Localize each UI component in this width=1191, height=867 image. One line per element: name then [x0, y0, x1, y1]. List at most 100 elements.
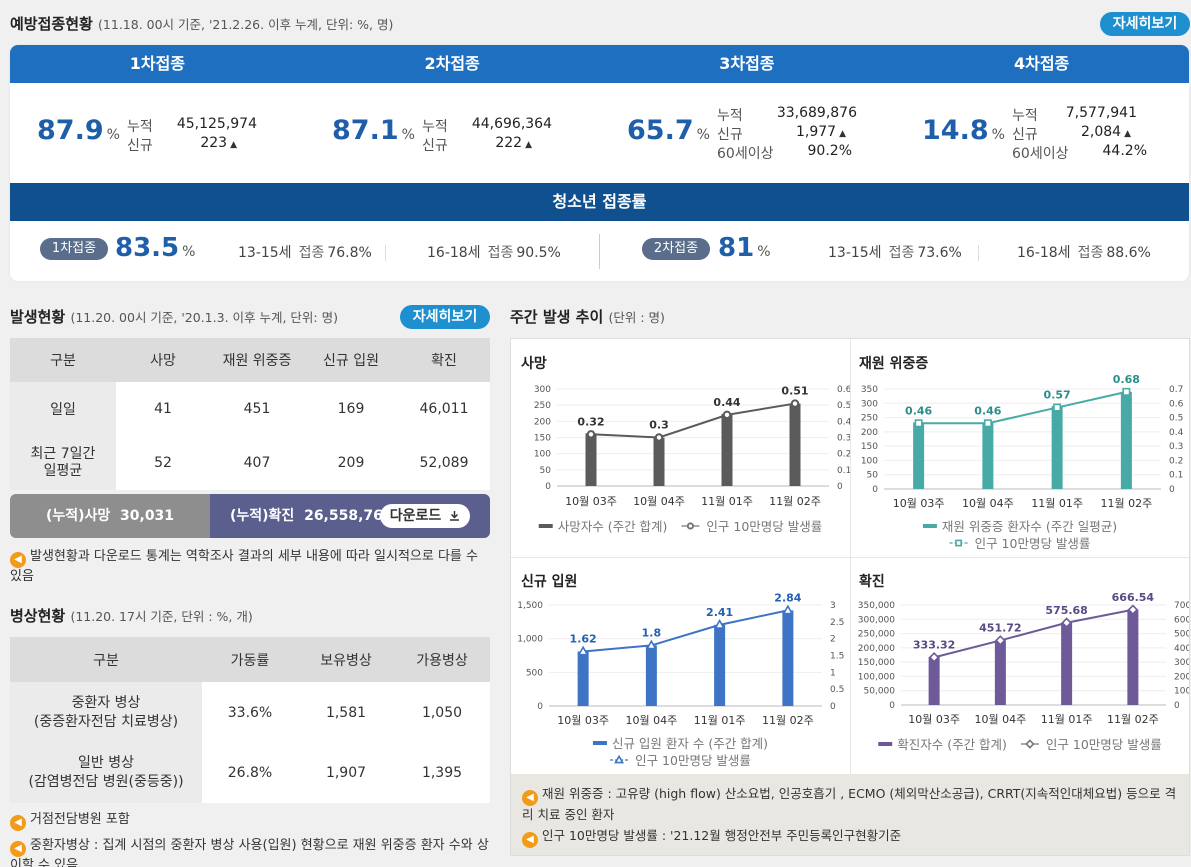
- data-label: 575.68: [1045, 604, 1087, 617]
- y-tick-right: 2: [830, 635, 836, 645]
- legend-label: 확진자수 (주간 합계): [897, 737, 1007, 752]
- y-tick-right: 0.7: [1169, 385, 1183, 395]
- table-cell: 1,395: [394, 743, 490, 803]
- series-line: [933, 608, 1134, 659]
- dose-3-pct: 65.7%: [627, 115, 710, 146]
- dose-2-card: 87.1% 누적 44,696,364 신규 222 ▲: [305, 83, 600, 183]
- table-cell: 169: [304, 382, 398, 436]
- legend-label: 재원 위중증 환자수 (주간 일평균): [942, 519, 1117, 534]
- bar: [994, 640, 1006, 705]
- data-label: 1.62: [570, 632, 597, 645]
- vaccination-panel: 1차접종 2차접종 3차접종 4차접종 87.9% 누적 45,125,974 …: [10, 45, 1189, 281]
- x-tick-label: 11월 02주: [1107, 713, 1159, 726]
- y-tick-right: 400: [1174, 644, 1189, 654]
- data-label: 666.54: [1112, 591, 1155, 604]
- table-cell: 451: [210, 382, 304, 436]
- speaker-icon: ◀: [522, 790, 538, 806]
- legend-label: 인구 10만명당 발생률: [635, 753, 751, 768]
- bar: [1061, 622, 1073, 705]
- legend-label: 신규 입원 환자 수 (주간 합계): [612, 736, 768, 751]
- dose-2-cum-value: 44,696,364: [471, 116, 552, 132]
- row-label: 일일: [10, 382, 116, 436]
- legend-label: 인구 10만명당 발생률: [1046, 737, 1162, 752]
- table-row: 중환자 병상 (중증환자전담 치료병상) 33.6% 1,581 1,050: [10, 682, 490, 743]
- y-tick-left: 350,000: [858, 601, 895, 611]
- y-tick-left: 350: [861, 385, 878, 395]
- data-label: 333.32: [913, 638, 955, 651]
- y-tick-left: 0: [889, 701, 895, 711]
- data-label: 2.84: [774, 591, 801, 604]
- y-tick-right: 0.3: [1169, 442, 1183, 452]
- teen-header: 청소년 접종률: [10, 183, 1189, 221]
- table-row: 일반 병상 (감염병전담 병원(중등중)) 26.8% 1,907 1,395: [10, 743, 490, 803]
- x-tick-label: 11월 02주: [769, 495, 821, 508]
- x-tick-label: 10월 03주: [565, 495, 617, 508]
- table-header: 보유병상: [320, 652, 372, 669]
- table-header: 사망: [150, 353, 176, 369]
- series-line: [918, 390, 1127, 425]
- chart-severe-box: 재원 위중증 0 50 100 150 200 250 300 350 0 0.1 0.2 0.3 0.…: [851, 339, 1189, 557]
- outbreak-table: 구분 사망 재원 위중증 신규 입원 확진 일일 41 451 169 46,0…: [10, 338, 490, 490]
- chart-admission-box: 신규 입원 0 500 1,000 1,500 0 0.5 1 1.5 2 2.5 3 1.62 1.8…: [511, 558, 850, 774]
- y-tick-right: 600: [1174, 615, 1189, 625]
- y-tick-right: 0.6: [837, 385, 850, 395]
- weekly-footnote-1: ◀ 재원 위중증 : 고유량 (high flow) 산소요법, 인공호흡기 , …: [522, 786, 1177, 822]
- line-point: [645, 639, 657, 650]
- row-label: 중환자 병상 (중증환자전담 치료병상): [10, 682, 202, 743]
- series-line: [590, 402, 796, 439]
- dose-4-cum-label: 누적: [1012, 108, 1038, 124]
- download-button[interactable]: 다운로드: [380, 504, 470, 528]
- up-triangle-icon: ▲: [230, 140, 237, 150]
- vaccination-note: (11.18. 00시 기준, '21.2.26. 이후 누계, 단위: %, …: [98, 17, 394, 32]
- y-tick-left: 300: [861, 399, 878, 409]
- y-tick-right: 0.1: [1169, 471, 1183, 481]
- y-tick-left: 100: [534, 450, 551, 460]
- x-tick-label: 10월 03주: [557, 714, 609, 727]
- y-tick-left: 50: [540, 466, 552, 476]
- line-point: [995, 635, 1006, 646]
- outbreak-title: 발생현황 (11.20. 00시 기준, '20.1.3. 이후 누계, 단위:…: [10, 308, 338, 326]
- x-tick-label: 11월 02주: [1101, 497, 1153, 510]
- legend-label: 인구 10만명당 발생률: [706, 519, 822, 534]
- y-tick-right: 0.3: [837, 434, 850, 444]
- table-cell: 52,089: [398, 436, 490, 490]
- table-cell: 1,907: [298, 743, 394, 803]
- y-tick-left: 1,500: [517, 601, 543, 611]
- download-icon: [450, 511, 460, 521]
- outbreak-detail-button[interactable]: 자세히보기: [400, 305, 490, 329]
- dose-3-cum-label: 누적: [717, 108, 743, 124]
- dose-3-new-label: 신규: [717, 127, 743, 143]
- speaker-icon: ◀: [10, 815, 26, 831]
- dose-1-card: 87.9% 누적 45,125,974 신규 223 ▲: [10, 83, 305, 183]
- chart-title: 재원 위중증: [859, 356, 929, 372]
- vaccination-detail-button[interactable]: 자세히보기: [1100, 12, 1190, 36]
- y-tick-left: 150: [534, 434, 551, 444]
- teen-first-pct: 83.5%: [115, 233, 196, 263]
- table-header: 구분: [93, 652, 119, 669]
- y-tick-left: 300: [534, 385, 551, 395]
- dose-4-card: 14.8% 누적 7,577,941 신규 2,084 ▲ 60세이상 44.2%: [895, 83, 1189, 183]
- bar: [982, 422, 994, 489]
- x-tick-label: 11월 01주: [701, 495, 753, 508]
- y-tick-right: 0.1: [837, 466, 850, 476]
- x-tick-label: 10월 03주: [893, 497, 945, 510]
- line-point: [1053, 403, 1062, 412]
- dose-3-card: 65.7% 누적 33,689,876 신규 1,977 ▲ 60세이상 90.2…: [600, 83, 895, 183]
- teen-first-badge: 1차접종: [40, 238, 108, 260]
- dose-2-pct: 87.1%: [332, 115, 415, 146]
- y-tick-right: 1: [830, 668, 836, 678]
- y-tick-left: 100: [861, 456, 878, 466]
- line-point: [928, 652, 940, 663]
- y-tick-right: 2.5: [830, 618, 844, 628]
- dose-4-pct: 14.8%: [922, 115, 1005, 146]
- weekly-note: (단위 : 명): [608, 310, 665, 325]
- y-tick-left: 500: [526, 668, 543, 678]
- table-cell: 41: [116, 382, 210, 436]
- chart-confirmed: 0 50,000 100,000 150,000 200,000 250,000 300,0…: [858, 591, 1189, 752]
- dose-3-new-value: 1,977 ▲: [795, 124, 846, 140]
- chart-title: 확진: [859, 574, 885, 590]
- y-tick-right: 300: [1174, 658, 1189, 668]
- x-tick-label: 11월 01주: [1041, 713, 1093, 726]
- line-point: [1061, 617, 1072, 629]
- legend-bar-swatch: [922, 524, 937, 528]
